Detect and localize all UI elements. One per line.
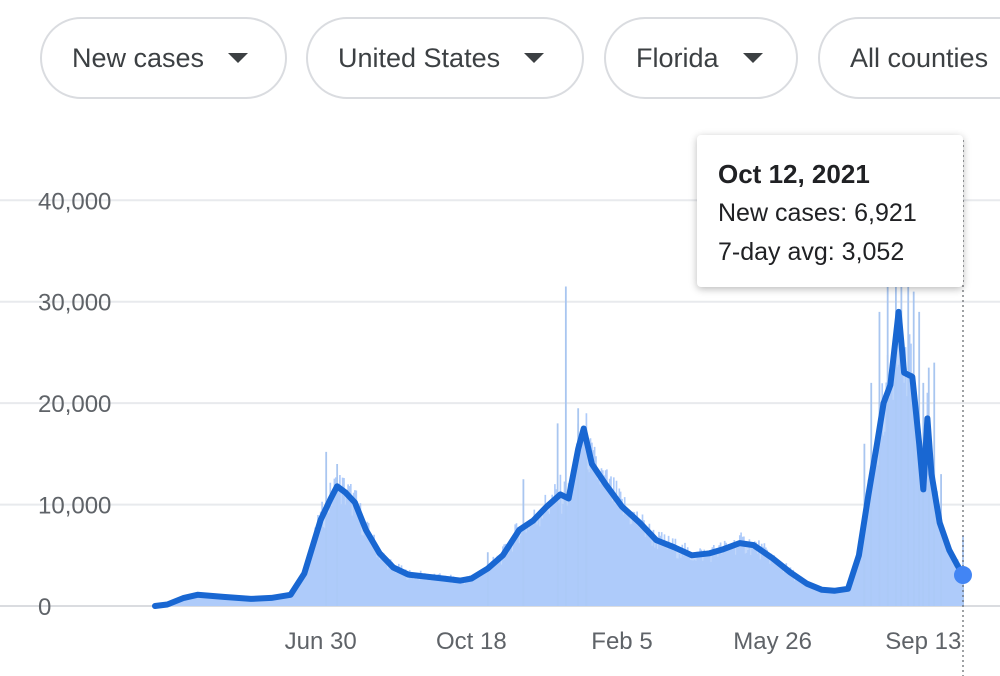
tooltip-date: Oct 12, 2021: [718, 159, 870, 189]
y-tick-label: 20,000: [38, 391, 111, 418]
cursor-layer: [954, 140, 972, 676]
state-filter[interactable]: Florida: [604, 17, 798, 99]
area-fill: [155, 311, 963, 606]
x-tick-label: Jun 30: [285, 628, 357, 655]
y-tick-label: 40,000: [38, 188, 111, 215]
bar-layer: [155, 210, 964, 606]
country-filter-label: United States: [338, 42, 501, 73]
caret-down-icon: [742, 53, 763, 63]
line-layer: [152, 308, 966, 609]
x-tick-label: May 26: [733, 628, 812, 655]
caret-down-icon: [228, 53, 249, 63]
filter-bar: New cases United States Florida All coun…: [0, 0, 1000, 120]
hover-marker-dot: [954, 566, 972, 585]
cases-chart[interactable]: 0 10,000 20,000 30,000 40,000 Jun 30 Oct 18 Fe…: [0, 120, 1000, 676]
x-tick-label: Sep 13: [885, 628, 961, 655]
tooltip-avg: 7-day avg: 3,052: [718, 238, 905, 266]
y-axis-labels: 0 10,000 20,000 30,000 40,000: [38, 188, 111, 621]
metric-filter-label: New cases: [72, 42, 205, 73]
county-filter-label: All counties: [850, 42, 989, 73]
y-tick-label: 30,000: [38, 290, 111, 317]
state-filter-label: Florida: [636, 42, 719, 73]
metric-filter[interactable]: New cases: [40, 17, 287, 99]
hover-tooltip: Oct 12, 2021 New cases: 6,921 7-day avg:…: [697, 135, 963, 287]
seven-day-avg-line: [152, 308, 966, 609]
tooltip-new-cases: New cases: 6,921: [718, 199, 917, 227]
y-tick-label: 0: [38, 594, 51, 621]
caret-down-icon: [524, 53, 545, 63]
county-filter[interactable]: All counties: [818, 17, 1000, 99]
y-tick-label: 10,000: [38, 493, 111, 520]
x-axis-labels: Jun 30 Oct 18 Feb 5 May 26 Sep 13: [285, 628, 962, 655]
x-tick-label: Oct 18: [436, 628, 507, 655]
x-tick-label: Feb 5: [591, 628, 652, 655]
country-filter[interactable]: United States: [306, 17, 584, 99]
